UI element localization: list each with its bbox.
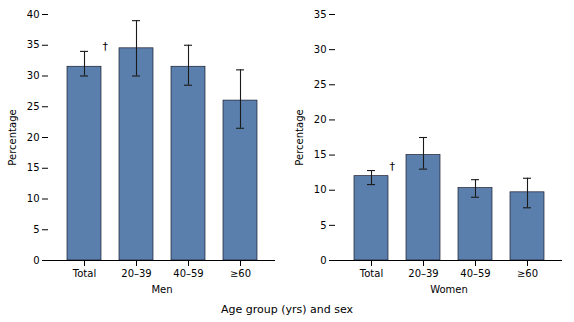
svg-text:†: † bbox=[390, 160, 396, 173]
svg-text:30: 30 bbox=[314, 44, 327, 55]
svg-text:20: 20 bbox=[27, 132, 40, 143]
svg-text:Percentage: Percentage bbox=[7, 109, 18, 165]
svg-text:5: 5 bbox=[320, 220, 326, 231]
svg-text:15: 15 bbox=[314, 149, 327, 160]
svg-text:Women: Women bbox=[430, 284, 468, 295]
svg-text:≥60: ≥60 bbox=[517, 268, 538, 279]
svg-text:20–39: 20–39 bbox=[408, 268, 438, 279]
svg-text:40: 40 bbox=[27, 9, 40, 20]
svg-text:25: 25 bbox=[27, 101, 40, 112]
svg-text:5: 5 bbox=[33, 224, 39, 235]
svg-text:0: 0 bbox=[33, 255, 39, 266]
svg-text:Total: Total bbox=[359, 268, 383, 279]
svg-text:15: 15 bbox=[27, 162, 40, 173]
svg-text:30: 30 bbox=[27, 70, 40, 81]
svg-text:25: 25 bbox=[314, 79, 327, 90]
svg-text:≥60: ≥60 bbox=[230, 268, 251, 279]
svg-text:Total: Total bbox=[72, 268, 96, 279]
svg-text:†: † bbox=[103, 40, 109, 53]
svg-text:40–59: 40–59 bbox=[173, 268, 203, 279]
svg-text:35: 35 bbox=[314, 9, 327, 20]
svg-text:40–59: 40–59 bbox=[460, 268, 490, 279]
svg-text:Men: Men bbox=[151, 284, 172, 295]
html-text:Age group (yrs) and sex: Age group (yrs) and sex bbox=[221, 303, 353, 316]
svg-text:20: 20 bbox=[314, 114, 327, 125]
svg-text:20–39: 20–39 bbox=[121, 268, 151, 279]
svg-text:0: 0 bbox=[320, 255, 326, 266]
svg-text:35: 35 bbox=[27, 39, 40, 50]
svg-text:10: 10 bbox=[314, 184, 327, 195]
svg-text:Percentage: Percentage bbox=[294, 109, 305, 165]
svg-text:10: 10 bbox=[27, 193, 40, 204]
